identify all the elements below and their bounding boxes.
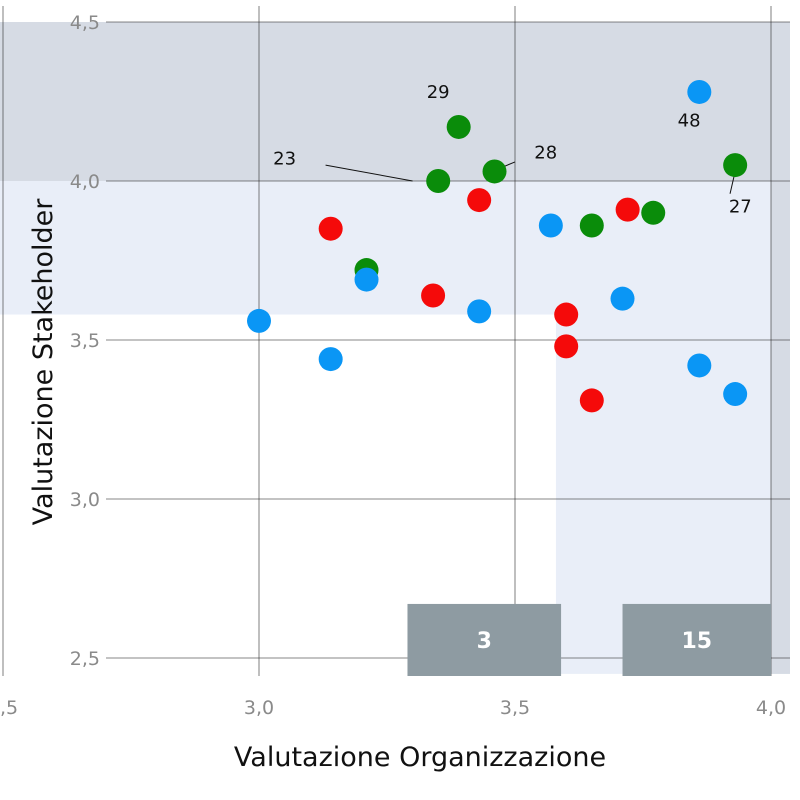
data-point-red [467, 188, 492, 213]
point-label: 28 [534, 142, 557, 163]
count-box [622, 603, 771, 676]
leader-line [325, 164, 413, 182]
data-point-blue [610, 286, 635, 311]
data-point-blue [723, 382, 748, 407]
y-tick-label: 4,5 [70, 12, 100, 34]
tick-label-layer: 2,53,03,54,04,55,02,53,03,54,04,5 [0, 12, 786, 719]
y-axis-title: Valutazione Stakeholder [28, 198, 59, 526]
data-point-red [318, 216, 343, 241]
x-tick-label: 4,0 [756, 697, 786, 719]
data-point-green [446, 114, 471, 139]
point-label: 27 [729, 196, 752, 217]
data-point-blue [354, 267, 379, 292]
point-label-layer: 29232848272521162631491512411314361132 [273, 82, 752, 217]
point-layer [247, 79, 748, 413]
data-point-green [426, 169, 451, 193]
data-point-red [579, 388, 604, 413]
x-tick-label: 3,0 [244, 697, 274, 719]
y-tick-label: 4,0 [70, 171, 100, 193]
count-box-label: 15 [681, 629, 712, 654]
x-tick-label: 2,5 [0, 697, 18, 719]
count-box [407, 603, 562, 676]
point-label: 29 [427, 82, 450, 103]
point-label: 48 [678, 111, 701, 132]
data-point-red [554, 302, 579, 327]
shaded-region-dark [771, 22, 790, 674]
data-point-blue [687, 353, 712, 378]
x-axis-title: Valutazione Organizzazione [234, 742, 606, 773]
y-tick-label: 3,0 [70, 489, 100, 511]
data-point-red [421, 283, 446, 308]
shaded-region-dark [0, 22, 791, 181]
data-point-green [579, 213, 604, 238]
data-point-red [554, 334, 579, 359]
data-point-green [482, 159, 507, 184]
data-point-green [723, 153, 748, 178]
region-layer [0, 22, 791, 674]
point-label: 23 [273, 149, 296, 170]
y-tick-label: 3,5 [70, 330, 100, 352]
data-point-blue [467, 299, 492, 324]
count-box-label: 3 [477, 629, 492, 654]
data-point-blue [687, 79, 712, 104]
count-box-layer: 31519 [407, 603, 771, 676]
data-point-red [615, 197, 640, 222]
x-tick-label: 3,5 [500, 697, 530, 719]
y-tick-label: 2,5 [70, 648, 100, 670]
data-point-blue [318, 347, 343, 372]
data-point-blue [247, 308, 271, 333]
data-point-green [641, 200, 666, 225]
data-point-blue [538, 213, 563, 238]
